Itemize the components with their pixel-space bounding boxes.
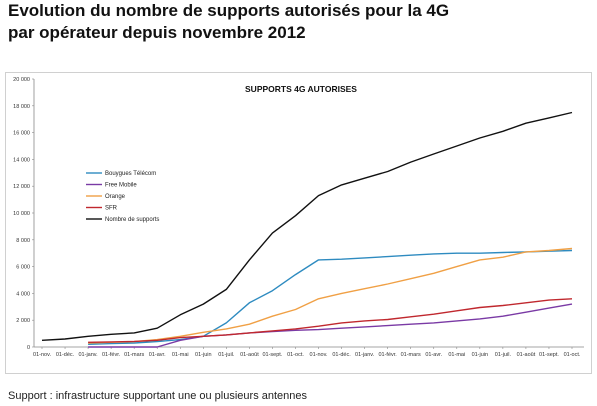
x-tick-label: 01-juil. [495, 352, 512, 358]
x-tick-label: 01-juin [195, 352, 212, 358]
x-tick-label: 01-août [240, 352, 259, 358]
x-tick-label: 01-mai [172, 352, 189, 358]
line-chart: SUPPORTS 4G AUTORISES 0 2 000 4 000 6 000 8 … [13, 77, 584, 358]
x-tick-label: 01-mars [124, 352, 144, 358]
legend-label-2: Orange [105, 194, 126, 200]
x-tick-label: 01-juin [472, 352, 489, 358]
x-tick-label: 01-avr. [149, 352, 166, 358]
x-tick-label: 01-avr. [425, 352, 442, 358]
y-tick-label: 10 000 [13, 211, 30, 217]
x-tick-label: 01-févr. [378, 352, 397, 358]
y-tick-label: 20 000 [13, 77, 30, 83]
y-tick-label: 2 000 [16, 318, 30, 324]
chart-series [41, 111, 573, 348]
x-tick-label: 01-août [517, 352, 536, 358]
x-tick-label: 01-nov. [33, 352, 51, 358]
heading-line-2: par opérateur depuis novembre 2012 [8, 23, 306, 42]
y-tick-label: 12 000 [13, 184, 30, 190]
x-tick-label: 01-juil. [218, 352, 235, 358]
x-tick-label: 01-déc. [332, 352, 351, 358]
chart-frame: SUPPORTS 4G AUTORISES 0 2 000 4 000 6 000 8 … [5, 72, 592, 374]
y-tick-label: 0 [27, 345, 30, 351]
x-tick-label: 01-oct. [564, 352, 581, 358]
series-line-3 [88, 298, 573, 343]
x-tick-label: 01-mai [448, 352, 465, 358]
legend-label-4: Nombre de supports [105, 217, 159, 223]
series-line-1 [88, 303, 573, 348]
y-tick-label: 8 000 [16, 238, 30, 244]
chart-legend: Bouygues Télécom Free Mobile Orange SFR Nomb… [86, 171, 159, 223]
y-tick-label: 18 000 [13, 104, 30, 110]
footnote: Support : infrastructure supportant une … [8, 390, 308, 402]
y-tick-label: 6 000 [16, 265, 30, 271]
chart-axes: 0 2 000 4 000 6 000 8 000 10 000 12 000 14 000 1… [13, 77, 584, 358]
heading-line-1: Evolution du nombre de supports autorisé… [8, 1, 450, 20]
x-tick-label: 01-mars [401, 352, 421, 358]
x-tick-label: 01-sept. [262, 352, 282, 358]
series-line-4 [41, 111, 573, 341]
x-tick-label: 01-oct. [287, 352, 304, 358]
x-tick-label: 01-sept. [539, 352, 559, 358]
y-tick-label: 16 000 [13, 131, 30, 137]
x-tick-label: 01-févr. [102, 352, 121, 358]
y-tick-label: 4 000 [16, 291, 30, 297]
legend-label-3: SFR [105, 206, 118, 212]
page-heading: Evolution du nombre de supports autorisé… [8, 0, 588, 44]
series-line-2 [88, 247, 573, 344]
legend-label-1: Free Mobile [105, 183, 137, 189]
series-line-0 [88, 249, 573, 345]
x-tick-label: 01-déc. [56, 352, 75, 358]
x-tick-label: 01-nov. [310, 352, 328, 358]
x-tick-label: 01-janv. [79, 352, 99, 358]
y-tick-label: 14 000 [13, 157, 30, 163]
chart-title: SUPPORTS 4G AUTORISES [245, 84, 357, 94]
legend-label-0: Bouygues Télécom [105, 171, 156, 177]
x-tick-label: 01-janv. [355, 352, 375, 358]
